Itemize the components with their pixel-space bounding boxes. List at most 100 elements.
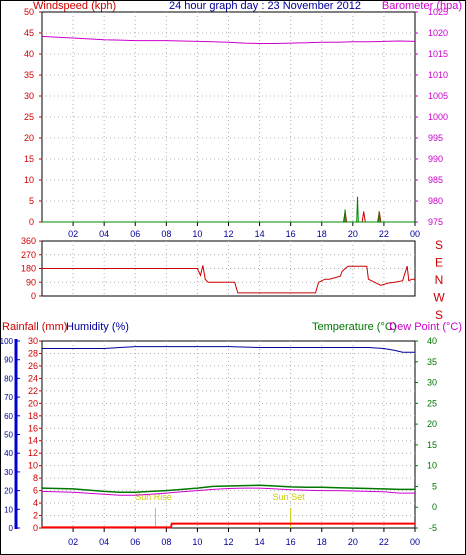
temperature-axis: -5 0 5 10 15 20 25 30 35 40 [415,336,437,533]
time-tick-label: 14 [255,229,265,239]
temperature-tick-label: 40 [427,336,437,346]
windspeed-tick-label: 5 [29,196,34,206]
time-tick-label: 18 [317,229,327,239]
barometer-tick-label: 975 [428,217,443,227]
temperature-tick-label: 15 [427,440,437,450]
time-tick-label: 04 [99,537,109,547]
compass-label: E [435,256,443,270]
dew-point-label: Dew Point (°C) [389,321,462,333]
direction-tick-label: 0 [31,291,36,301]
humidity-tick-label: 80 [4,374,13,383]
time-tick-label: 06 [130,537,140,547]
rainfall-line [42,522,415,529]
winddir-line [42,265,415,294]
panel1-grid [42,12,415,222]
temperature-line [41,484,415,494]
sun-set-label: Sun Set [273,492,306,502]
barometer-axis-label: Barometer (hpa) [382,0,462,12]
windspeed-tick-label: 30 [24,91,34,101]
time-tick-label: 02 [68,537,78,547]
time-tick-label: 12 [223,537,233,547]
rainfall-tick-label: 4 [33,498,38,508]
windspeed-tick-label: 45 [24,28,34,38]
windspeed-tick-label: 15 [24,154,34,164]
panel3-series [41,346,415,529]
temperature-tick-label: 25 [427,398,437,408]
humidity-label: Humidity (%) [66,321,129,333]
rainfall-tick-label: 26 [28,361,38,371]
compass-label: S [435,238,443,252]
compass-label: W [433,291,445,305]
humidity-tick-label: 50 [4,431,13,440]
windspeed-tick-label: 20 [24,133,34,143]
windspeed-tick-label: 0 [29,217,34,227]
time-tick-label: 08 [161,537,171,547]
dew_point-line [41,487,415,496]
temperature-tick-label: 35 [427,357,437,367]
humidity-tick-label: 20 [4,487,13,496]
compass-label: S [435,308,443,322]
time-tick-label: 06 [130,229,140,239]
barometer-tick-label: 1015 [428,49,448,59]
compass-label: N [435,273,444,287]
rainfall-tick-label: 0 [33,523,38,533]
time-tick-label: 10 [192,229,202,239]
humidity-tick-label: 10 [4,505,13,514]
time-tick-label: 22 [379,229,389,239]
rainfall-tick-label: 28 [28,348,38,358]
humidity-tick-label: 60 [4,412,13,421]
barometer-tick-label: 1000 [428,112,448,122]
temperature-tick-label: 0 [432,502,437,512]
barometer-axis: 975 980 985 990 995 1000 1005 1010 1015 1020 1025 [415,7,448,227]
barometer-tick-label: 1005 [428,91,448,101]
humidity-tick-label: 0 [9,524,14,533]
temperature-tick-label: -5 [429,523,437,533]
wind-direction-axis: 0 90 180 270 360 [21,236,42,301]
temperature-tick-label: 30 [427,378,437,388]
time-tick-label: 00 [410,229,420,239]
windspeed-tick-label: 35 [24,70,34,80]
humidity-axis: 0 10 20 30 40 50 60 70 80 90 100 [0,337,20,533]
direction-tick-label: 90 [26,277,36,287]
panel3-frame [41,340,416,529]
rainfall-tick-label: 14 [28,436,38,446]
barometer-tick-label: 980 [428,196,443,206]
panel1-time-axis: 02 04 06 08 10 12 14 16 18 20 22 00 [68,222,420,239]
sun-rise-label: Sun Rise [135,492,172,502]
windspeed-tick-label: 50 [24,7,34,17]
barometer-tick-label: 1010 [428,70,448,80]
direction-tick-label: 270 [21,250,36,260]
time-tick-label: 22 [379,537,389,547]
time-tick-label: 02 [68,229,78,239]
humidity-tick-label: 90 [4,356,13,365]
panel2-series [42,265,415,294]
rainfall-tick-label: 30 [28,336,38,346]
temperature-label: Temperature (°C) [312,321,396,333]
temperature-tick-label: 5 [432,481,437,491]
time-tick-label: 20 [348,229,358,239]
rainfall-tick-label: 10 [28,461,38,471]
sun-markers: Sun Rise Sun Set [135,492,305,528]
rainfall-tick-label: 24 [28,373,38,383]
barometer-line [41,35,416,44]
time-tick-label: 00 [410,537,420,547]
panel3-time-axis: 02 04 06 08 10 12 14 16 18 20 22 00 [68,528,420,547]
barometer-tick-label: 1025 [428,7,448,17]
time-tick-label: 14 [255,537,265,547]
windspeed-axis: 0 5 10 15 20 25 30 35 40 45 50 [24,7,42,227]
rainfall-tick-label: 2 [33,511,38,521]
rainfall-tick-label: 18 [28,411,38,421]
time-tick-label: 04 [99,229,109,239]
humidity-tick-label: 40 [4,449,13,458]
windspeed-axis-label: Windspeed (kph) [33,0,116,12]
humidity-tick-label: 100 [0,337,14,346]
time-tick-label: 16 [286,229,296,239]
direction-tick-label: 360 [21,236,36,246]
rainfall-tick-label: 6 [33,486,38,496]
windspeed-tick-label: 10 [24,175,34,185]
